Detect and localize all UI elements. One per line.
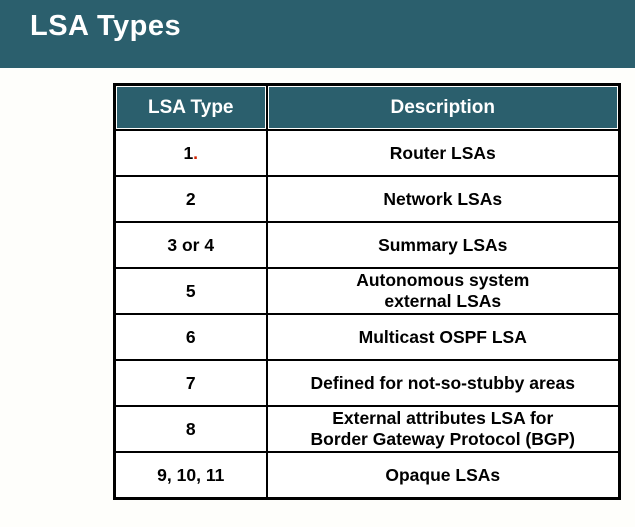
red-period-mark: . bbox=[193, 142, 199, 163]
table-header-row: LSA Type Description bbox=[113, 83, 621, 131]
description-cell: External attributes LSA for Border Gatew… bbox=[265, 405, 621, 453]
table-row: 8 External attributes LSA for Border Gat… bbox=[113, 405, 621, 453]
lsa-type-value: 1 bbox=[183, 142, 194, 163]
table-row: 9, 10, 11 Opaque LSAs bbox=[113, 451, 621, 500]
description-cell: Router LSAs bbox=[265, 129, 621, 177]
table-row: 7 Defined for not-so-stubby areas bbox=[113, 359, 621, 407]
lsa-type-cell: 1. bbox=[113, 129, 268, 177]
lsa-type-cell: 5 bbox=[113, 267, 268, 315]
table-row: 5 Autonomous system external LSAs bbox=[113, 267, 621, 315]
lsa-type-cell: 9, 10, 11 bbox=[113, 451, 268, 500]
table-row: 1. Router LSAs bbox=[113, 129, 621, 177]
slide-title-bar: LSA Types bbox=[0, 0, 635, 68]
table-row: 3 or 4 Summary LSAs bbox=[113, 221, 621, 269]
lsa-type-cell: 7 bbox=[113, 359, 268, 407]
column-header-lsa-type: LSA Type bbox=[113, 83, 268, 131]
description-cell: Network LSAs bbox=[265, 175, 621, 223]
table-row: 6 Multicast OSPF LSA bbox=[113, 313, 621, 361]
lsa-types-table: LSA Type Description 1. Router LSAs 2 Ne… bbox=[113, 83, 621, 500]
description-cell: Autonomous system external LSAs bbox=[265, 267, 621, 315]
description-cell: Multicast OSPF LSA bbox=[265, 313, 621, 361]
description-cell: Summary LSAs bbox=[265, 221, 621, 269]
description-cell: Opaque LSAs bbox=[265, 451, 621, 500]
lsa-type-cell: 6 bbox=[113, 313, 268, 361]
column-header-description: Description bbox=[265, 83, 621, 131]
lsa-type-cell: 2 bbox=[113, 175, 268, 223]
page-title: LSA Types bbox=[30, 10, 182, 42]
lsa-type-cell: 8 bbox=[113, 405, 268, 453]
table-row: 2 Network LSAs bbox=[113, 175, 621, 223]
description-cell: Defined for not-so-stubby areas bbox=[265, 359, 621, 407]
lsa-type-cell: 3 or 4 bbox=[113, 221, 268, 269]
